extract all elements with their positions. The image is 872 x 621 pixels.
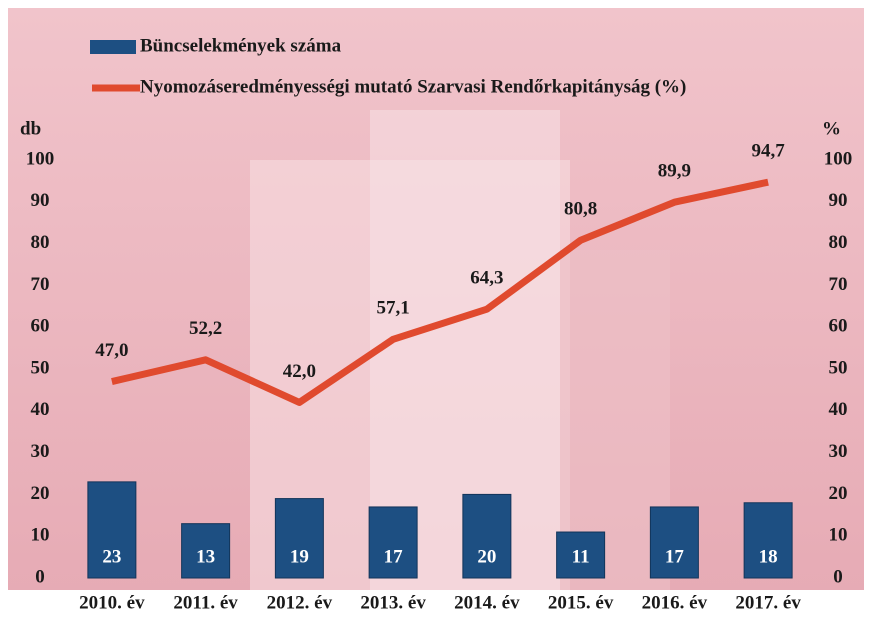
y-tick-label: 20 bbox=[31, 483, 50, 504]
line-value-label: 52,2 bbox=[189, 318, 222, 339]
bar-value-label: 18 bbox=[759, 546, 778, 567]
x-tick-label: 2015. év bbox=[548, 592, 614, 613]
x-tick-label: 2014. év bbox=[454, 592, 520, 613]
bar-value-label: 11 bbox=[572, 546, 590, 567]
y2-tick-label: 0 bbox=[833, 566, 843, 587]
bar-value-label: 17 bbox=[665, 546, 685, 567]
legend-key bbox=[90, 40, 136, 54]
y2-axis-title: % bbox=[822, 118, 841, 139]
x-tick-label: 2012. év bbox=[267, 592, 333, 613]
y2-tick-label: 50 bbox=[829, 357, 848, 378]
y-tick-label: 0 bbox=[35, 566, 45, 587]
line-value-label: 64,3 bbox=[470, 268, 503, 289]
chart: db % 0 10 20 30 40 50 60 70 80 90 100 0 10 20 30 40 50 60… bbox=[0, 0, 872, 621]
line-value-label: 80,8 bbox=[564, 199, 597, 220]
y-tick-label: 50 bbox=[31, 357, 50, 378]
bar-value-label: 13 bbox=[196, 546, 215, 567]
y-tick-label: 60 bbox=[31, 316, 50, 337]
y2-tick-label: 10 bbox=[829, 525, 848, 546]
y2-tick-label: 60 bbox=[829, 316, 848, 337]
legend-label: Büncselekmények száma bbox=[140, 35, 342, 56]
x-tick-label: 2011. év bbox=[173, 592, 238, 613]
y2-tick-label: 80 bbox=[829, 232, 848, 253]
y-tick-label: 100 bbox=[26, 148, 55, 169]
y-axis-title: db bbox=[20, 118, 41, 139]
y2-tick-label: 100 bbox=[824, 148, 853, 169]
y2-tick-label: 90 bbox=[829, 190, 848, 211]
bar-value-label: 17 bbox=[384, 546, 404, 567]
line-value-label: 47,0 bbox=[95, 340, 128, 361]
legend-label: Nyomozáseredményességi mutató Szarvasi R… bbox=[140, 76, 686, 97]
x-tick-label: 2013. év bbox=[360, 592, 426, 613]
y-tick-label: 90 bbox=[31, 190, 50, 211]
bar-value-label: 19 bbox=[290, 546, 309, 567]
bar-value-label: 23 bbox=[102, 546, 121, 567]
x-tick-label: 2016. év bbox=[642, 592, 708, 613]
y-tick-label: 80 bbox=[31, 232, 50, 253]
bar-value-label: 20 bbox=[477, 546, 496, 567]
y-tick-label: 40 bbox=[31, 399, 50, 420]
y2-tick-label: 20 bbox=[829, 483, 848, 504]
y-tick-label: 70 bbox=[31, 274, 50, 295]
line-value-label: 94,7 bbox=[752, 141, 786, 162]
y-tick-label: 30 bbox=[31, 441, 50, 462]
line-value-label: 89,9 bbox=[658, 161, 691, 182]
x-tick-label: 2010. év bbox=[79, 592, 145, 613]
line-value-label: 42,0 bbox=[283, 361, 316, 382]
y-tick-label: 10 bbox=[31, 525, 50, 546]
y2-tick-label: 30 bbox=[829, 441, 848, 462]
y2-tick-label: 40 bbox=[829, 399, 848, 420]
line-value-label: 57,1 bbox=[377, 298, 410, 319]
y2-tick-label: 70 bbox=[829, 274, 848, 295]
x-tick-label: 2017. év bbox=[735, 592, 801, 613]
